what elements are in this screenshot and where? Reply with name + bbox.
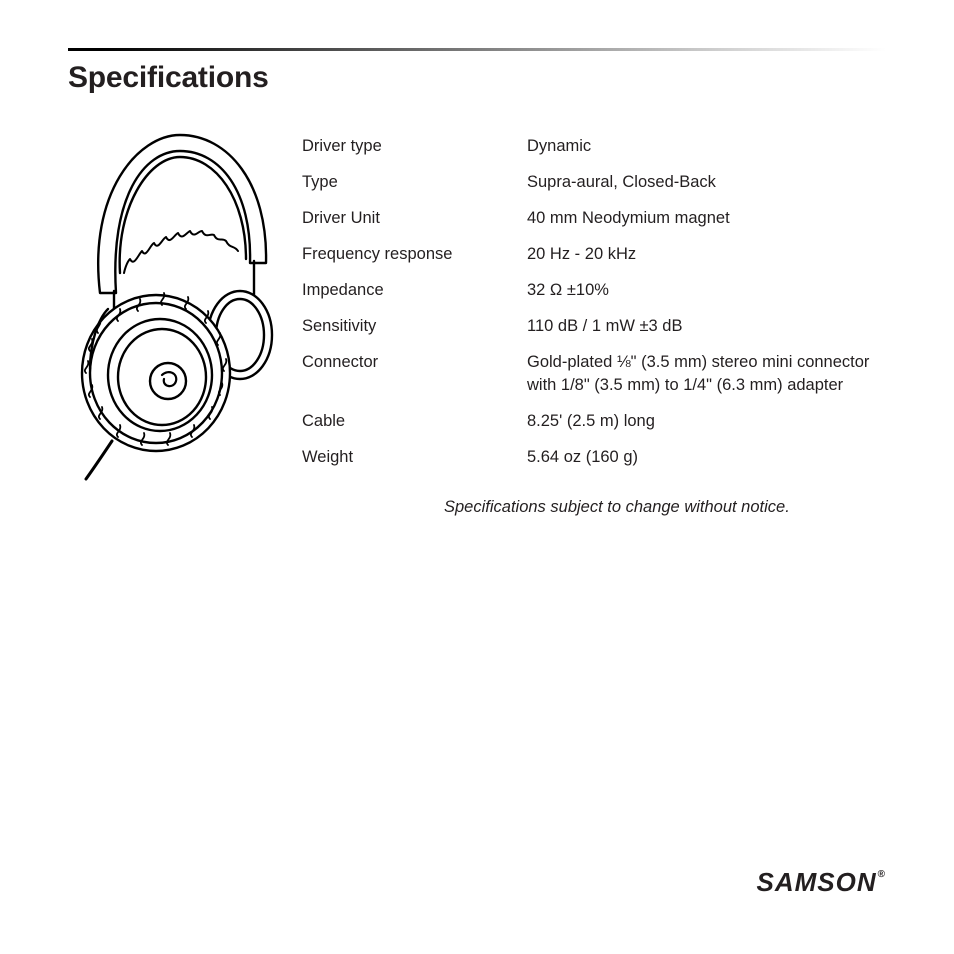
brand-text: SAMSON [757, 867, 877, 897]
spec-value: Dynamic [527, 129, 886, 165]
spec-label: Cable [302, 404, 527, 440]
spec-label: Impedance [302, 273, 527, 309]
page-title: Specifications [68, 61, 886, 95]
spec-row: Impedance32 Ω ±10% [302, 273, 886, 309]
spec-value: 20 Hz - 20 kHz [527, 237, 886, 273]
spec-value: 110 dB / 1 mW ±3 dB [527, 309, 886, 345]
spec-table: Driver typeDynamicTypeSupra-aural, Close… [302, 129, 886, 476]
spec-value: Gold-plated ⅛" (3.5 mm) stereo mini conn… [527, 345, 886, 405]
spec-label: Connector [302, 345, 527, 405]
spec-label: Weight [302, 440, 527, 476]
spec-row: ConnectorGold-plated ⅛" (3.5 mm) stereo … [302, 345, 886, 405]
spec-value: 32 Ω ±10% [527, 273, 886, 309]
spec-row: Driver Unit40 mm Neodymium magnet [302, 201, 886, 237]
spec-value: 8.25' (2.5 m) long [527, 404, 886, 440]
spec-label: Sensitivity [302, 309, 527, 345]
spec-footnote: Specifications subject to change without… [302, 498, 886, 517]
spec-value: 5.64 oz (160 g) [527, 440, 886, 476]
gradient-rule [68, 48, 886, 51]
content-row: Driver typeDynamicTypeSupra-aural, Close… [68, 123, 886, 517]
spec-label: Frequency response [302, 237, 527, 273]
spec-value: 40 mm Neodymium magnet [527, 201, 886, 237]
headphones-illustration [68, 123, 278, 488]
spec-value: Supra-aural, Closed-Back [527, 165, 886, 201]
spec-label: Driver Unit [302, 201, 527, 237]
spec-row: Frequency response20 Hz - 20 kHz [302, 237, 886, 273]
registered-mark: ® [878, 869, 886, 880]
spec-row: Driver typeDynamic [302, 129, 886, 165]
spec-label: Type [302, 165, 527, 201]
spec-row: Sensitivity110 dB / 1 mW ±3 dB [302, 309, 886, 345]
spec-label: Driver type [302, 129, 527, 165]
brand-logo: SAMSON® [757, 867, 887, 898]
spec-row: Weight5.64 oz (160 g) [302, 440, 886, 476]
spec-area: Driver typeDynamicTypeSupra-aural, Close… [302, 123, 886, 517]
spec-row: TypeSupra-aural, Closed-Back [302, 165, 886, 201]
spec-row: Cable8.25' (2.5 m) long [302, 404, 886, 440]
